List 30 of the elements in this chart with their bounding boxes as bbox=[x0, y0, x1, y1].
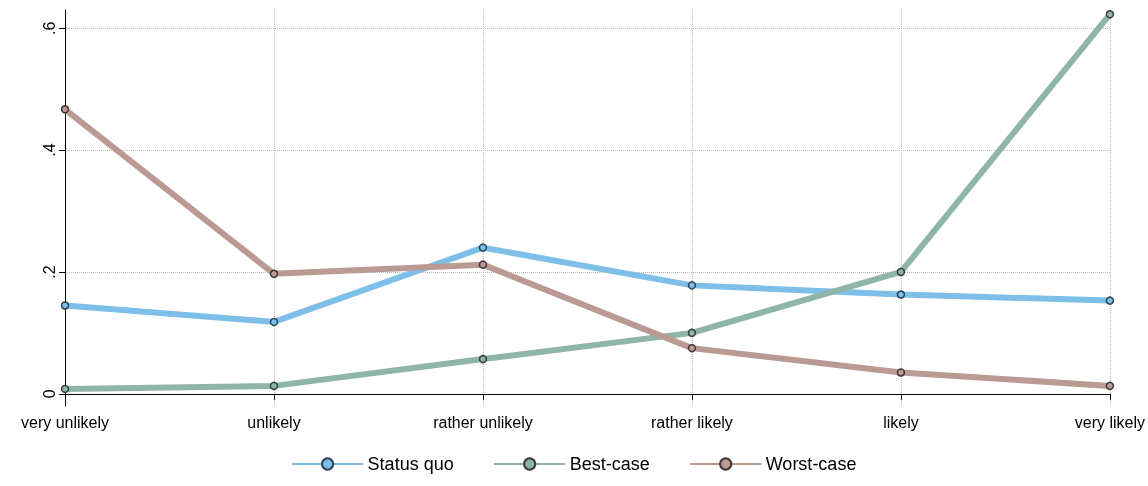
legend-label: Best-case bbox=[569, 454, 650, 474]
point bbox=[478, 354, 488, 364]
point bbox=[478, 260, 488, 269]
point bbox=[896, 267, 906, 277]
point bbox=[687, 281, 697, 290]
point bbox=[269, 269, 279, 279]
point bbox=[60, 105, 70, 114]
x-tick-label: rather unlikely bbox=[433, 413, 533, 431]
x-tick-label: very likely bbox=[1074, 413, 1145, 431]
point bbox=[478, 243, 488, 252]
point bbox=[60, 301, 70, 310]
point bbox=[269, 317, 279, 327]
point bbox=[1105, 10, 1115, 19]
point bbox=[896, 290, 906, 299]
y-tick-label: .6 bbox=[40, 21, 58, 35]
legend-label: Worst-case bbox=[765, 454, 857, 474]
point bbox=[1105, 381, 1115, 391]
legend-label: Status quo bbox=[367, 454, 454, 474]
point bbox=[687, 343, 697, 353]
point bbox=[896, 368, 906, 377]
y-tick-label: .4 bbox=[40, 143, 58, 157]
x-tick-label: unlikely bbox=[247, 413, 301, 431]
point bbox=[269, 381, 279, 391]
x-tick-label: rather likely bbox=[651, 413, 733, 431]
x-tick-label: likely bbox=[883, 413, 919, 431]
point bbox=[687, 328, 697, 338]
y-tick-label: .2 bbox=[40, 265, 58, 279]
x-tick-label: very unlikely bbox=[20, 413, 110, 431]
point bbox=[1105, 296, 1115, 305]
y-tick-label: 0 bbox=[40, 389, 58, 399]
